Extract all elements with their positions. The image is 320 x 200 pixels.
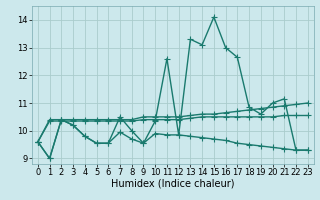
X-axis label: Humidex (Indice chaleur): Humidex (Indice chaleur) [111, 179, 235, 189]
